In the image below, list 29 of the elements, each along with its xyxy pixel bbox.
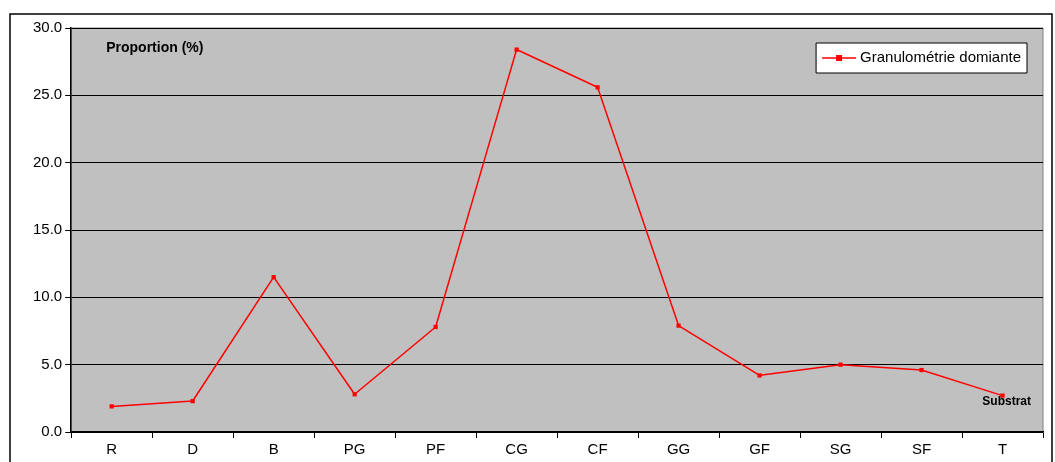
point xyxy=(919,367,924,373)
point xyxy=(514,47,519,52)
y-tick-label: 20.0 xyxy=(32,152,63,170)
x-tick-label: B xyxy=(268,440,279,458)
x-tick-label: GF xyxy=(749,440,770,458)
x-tick-label: D xyxy=(187,440,199,458)
y-tick-label: 30.0 xyxy=(32,18,63,36)
y-tick-label: 25.0 xyxy=(32,85,63,103)
point xyxy=(838,362,843,367)
x-tick-label: CF xyxy=(587,440,608,458)
y-tick-label: 10.0 xyxy=(32,287,63,305)
x-tick-label: T xyxy=(997,440,1008,458)
x-axis-title: Substrat xyxy=(982,394,1031,409)
x-tick-label: SG xyxy=(829,440,852,458)
y-tick-label: 5.0 xyxy=(41,354,63,372)
x-tick-label: GG xyxy=(666,440,691,458)
y-axis-title: Proportion (%) xyxy=(106,38,204,55)
point xyxy=(676,323,681,328)
x-tick-label: CG xyxy=(505,440,528,458)
y-tick-label: 0.0 xyxy=(41,422,63,440)
x-tick-label: R xyxy=(106,440,118,458)
point xyxy=(757,373,762,378)
x-tick-label: SF xyxy=(911,440,932,458)
legend-label: Granulométrie domiante xyxy=(860,48,1022,66)
x-tick-label: PG xyxy=(343,440,366,458)
x-tick-label: PF xyxy=(426,440,446,458)
point xyxy=(595,85,600,90)
point xyxy=(109,404,114,409)
y-tick-label: 15.0 xyxy=(32,220,63,238)
